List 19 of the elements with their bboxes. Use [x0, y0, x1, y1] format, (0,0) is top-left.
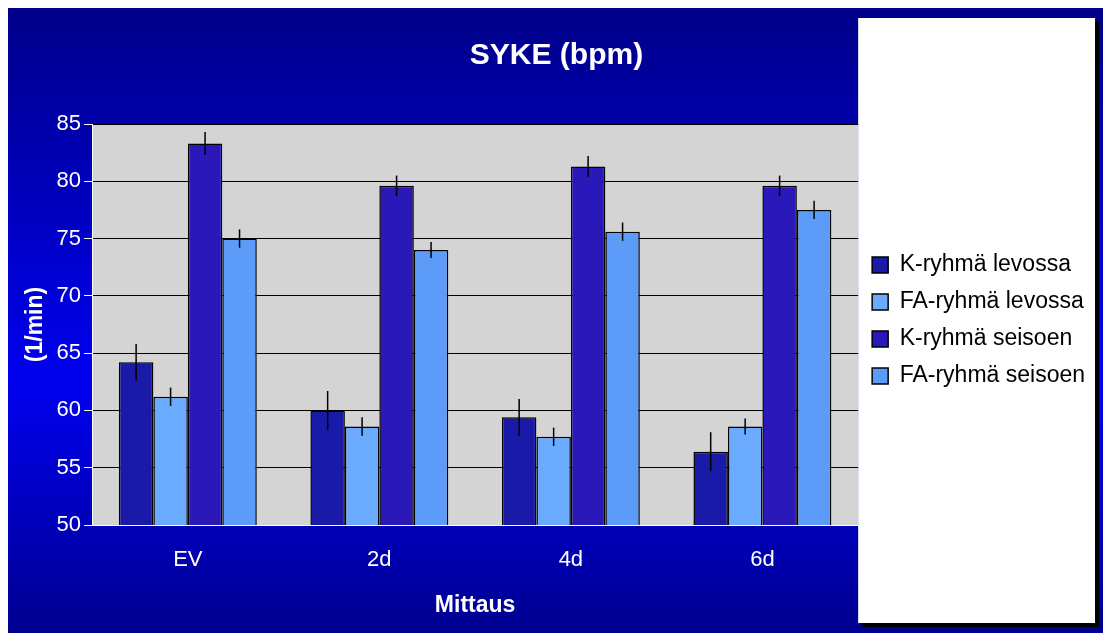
y-tick-label: 55 [56, 453, 82, 479]
x-tick-label: 6d [750, 546, 775, 572]
y-tick-label: 85 [56, 110, 82, 136]
legend-label: K-ryhmä levossa [899, 250, 1072, 277]
y-tick-label: 65 [56, 339, 82, 365]
y-tick-label: 75 [56, 224, 82, 250]
y-tick-label: 70 [56, 281, 82, 307]
x-tick-label: 2d [367, 546, 392, 572]
legend-label: FA-ryhmä levossa [899, 287, 1084, 314]
x-tick-label: EV [173, 546, 203, 572]
y-tick-label: 80 [56, 167, 82, 193]
chart-title: SYKE (bpm) [469, 37, 644, 71]
legend-label: K-ryhmä seisoen [899, 324, 1073, 351]
legend-label: FA-ryhmä seisoen [899, 361, 1086, 388]
y-tick-label: 60 [56, 396, 82, 422]
x-axis-title: Mittaus [434, 590, 516, 617]
y-axis-title: (1/min) [21, 286, 48, 363]
y-tick-label: 50 [56, 511, 82, 537]
x-tick-label: 4d [558, 546, 584, 572]
